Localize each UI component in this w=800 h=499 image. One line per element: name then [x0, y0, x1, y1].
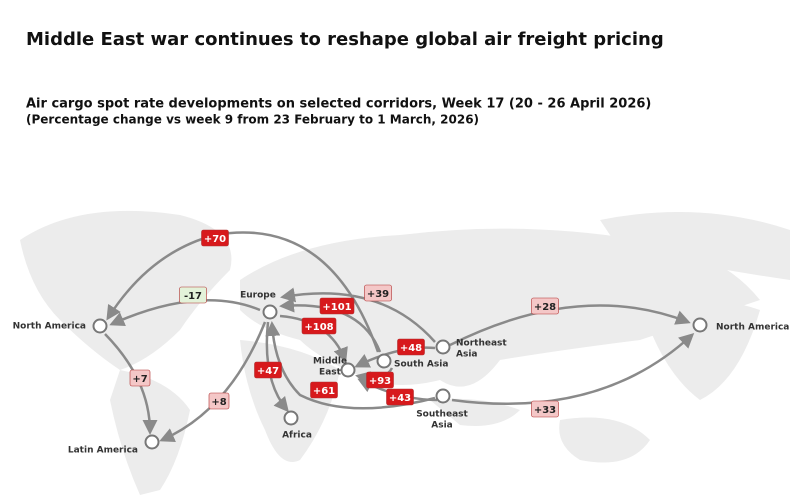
node	[435, 388, 451, 404]
flow-label: +33	[534, 405, 556, 416]
flow-arrow	[106, 231, 380, 353]
flow-label: +8	[211, 397, 226, 408]
flow-arrow	[279, 297, 382, 353]
flow-badge	[386, 388, 414, 406]
flow-label: +108	[304, 322, 333, 333]
node	[692, 317, 708, 333]
note: (Percentage change vs week 9 from 23 Feb…	[26, 113, 479, 127]
node-label: North America	[716, 323, 789, 333]
node-label: Africa	[282, 431, 312, 441]
flow-label: +28	[534, 302, 556, 313]
flow-label: +101	[322, 302, 351, 313]
flow-arrow	[265, 321, 436, 410]
flow-labels: +70 -17 +7 +8 +47 +61 +101 +108 +39 +48 +93 +43 +28 +…	[129, 229, 559, 418]
node-label: Europe	[240, 291, 276, 301]
flow-badge	[208, 392, 230, 410]
title: Middle East war continues to reshape glo…	[26, 29, 664, 50]
node-label: Southeast	[416, 410, 468, 420]
flow-badge	[531, 400, 559, 418]
flow-arrow	[449, 304, 691, 347]
flow-badge	[301, 317, 337, 335]
flow-label: -17	[184, 291, 202, 302]
node-label: South Asia	[394, 360, 448, 370]
subtitle: Air cargo spot rate developments on sele…	[26, 97, 651, 112]
flow-label: +39	[367, 289, 389, 300]
node	[144, 434, 160, 450]
flow-badge	[201, 229, 229, 247]
node-label: Asia	[456, 350, 477, 360]
node	[283, 410, 299, 426]
flow-badge	[397, 338, 425, 356]
node-label: Middle	[313, 357, 347, 367]
node-label: Asia	[431, 421, 452, 431]
node	[92, 318, 108, 334]
node	[435, 339, 451, 355]
flow-badge	[364, 284, 392, 302]
flow-badge	[254, 361, 282, 379]
node-label: East	[319, 368, 342, 378]
node	[376, 353, 392, 369]
flow-label: +93	[369, 376, 391, 387]
flow-badge	[366, 371, 394, 389]
flow-badge	[129, 369, 151, 387]
node	[340, 362, 356, 378]
flow-label: +47	[257, 366, 279, 377]
node-label: North America	[13, 322, 86, 332]
flow-badge	[531, 297, 559, 315]
flow-label: +61	[313, 386, 335, 397]
nodes: Europe North America Latin America Africa Mi…	[13, 291, 790, 456]
flow-arrow	[451, 332, 695, 406]
flow-label: +43	[389, 393, 411, 404]
flow-badge	[179, 286, 207, 304]
flow-badge	[310, 381, 338, 399]
flow-label: +48	[400, 343, 422, 354]
node	[262, 304, 278, 320]
flow-label: +7	[132, 374, 147, 385]
node-label: Northeast	[456, 339, 507, 349]
flow-label: +70	[204, 234, 226, 245]
flow-badge	[319, 297, 355, 315]
node-label: Latin America	[68, 446, 138, 456]
